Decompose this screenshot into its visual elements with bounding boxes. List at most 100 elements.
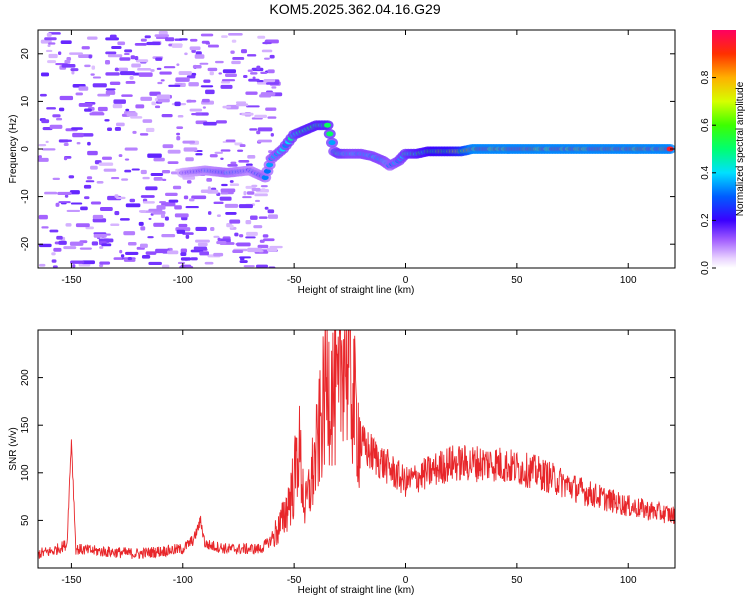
noise-blob xyxy=(48,42,56,45)
x-tick-label: 50 xyxy=(511,275,523,286)
noise-blob xyxy=(257,35,266,39)
noise-blob xyxy=(245,91,258,95)
noise-blob xyxy=(38,214,48,220)
noise-blob xyxy=(111,176,120,180)
noise-blob xyxy=(114,194,119,198)
noise-blob xyxy=(119,249,123,254)
noise-blob xyxy=(57,51,62,55)
y-tick-label: 100 xyxy=(20,464,31,481)
noise-blob xyxy=(178,223,188,228)
noise-blob xyxy=(200,85,214,88)
noise-blob xyxy=(39,93,47,97)
noise-blob xyxy=(232,56,245,60)
noise-blob xyxy=(229,219,241,224)
noise-blob xyxy=(199,62,209,65)
noise-blob xyxy=(153,222,165,227)
noise-blob xyxy=(87,150,98,156)
noise-blob xyxy=(245,219,252,225)
ridge-point xyxy=(328,140,336,146)
colorbar-tick-label: 0.2 xyxy=(700,213,711,227)
noise-blob xyxy=(64,59,71,64)
noise-blob xyxy=(171,43,183,48)
noise-blob xyxy=(207,211,212,215)
noise-blob xyxy=(153,157,165,162)
noise-blob xyxy=(135,59,149,63)
noise-blob xyxy=(114,211,120,216)
noise-blob xyxy=(137,68,152,71)
noise-blob xyxy=(117,41,126,46)
noise-blob xyxy=(113,257,124,260)
noise-blob xyxy=(168,84,181,87)
noise-blob xyxy=(160,79,165,82)
noise-blob xyxy=(105,90,116,95)
noise-blob xyxy=(266,247,278,252)
noise-blob xyxy=(62,139,72,142)
noise-blob xyxy=(126,112,138,117)
noise-blob xyxy=(214,151,223,154)
y-tick-label: -10 xyxy=(20,189,31,204)
noise-blob xyxy=(105,59,111,65)
noise-blob xyxy=(220,157,224,161)
noise-blob xyxy=(221,183,228,187)
noise-blob xyxy=(245,163,253,166)
noise-blob xyxy=(90,165,98,170)
noise-blob xyxy=(84,64,91,68)
noise-blob xyxy=(92,214,104,220)
snr-x-label: Height of straight line (km) xyxy=(298,585,415,596)
noise-blob xyxy=(118,67,129,72)
noise-blob xyxy=(72,264,76,268)
noise-blob xyxy=(120,71,135,76)
noise-blob xyxy=(90,201,102,205)
noise-blob xyxy=(225,139,236,142)
noise-blob xyxy=(49,124,63,129)
noise-blob xyxy=(195,239,210,243)
noise-blob xyxy=(105,72,120,76)
noise-blob xyxy=(83,184,92,189)
noise-blob xyxy=(246,191,255,195)
noise-blob xyxy=(105,88,116,91)
noise-blob xyxy=(229,183,240,187)
noise-blob xyxy=(269,245,283,249)
noise-blob xyxy=(69,190,80,195)
noise-blob xyxy=(79,247,92,250)
noise-blob xyxy=(261,49,273,53)
noise-blob xyxy=(140,169,147,175)
noise-blob xyxy=(153,176,163,181)
noise-blob xyxy=(176,136,181,141)
noise-blob xyxy=(130,116,143,119)
noise-blob xyxy=(119,218,130,221)
noise-blob xyxy=(197,242,208,247)
noise-blob xyxy=(213,235,220,238)
noise-blob xyxy=(260,92,276,96)
noise-blob xyxy=(140,38,147,42)
noise-blob xyxy=(39,263,46,267)
noise-blob xyxy=(157,81,163,85)
noise-blob xyxy=(186,99,197,103)
noise-blob xyxy=(96,180,104,184)
noise-blob xyxy=(188,198,195,202)
noise-blob xyxy=(266,82,280,85)
noise-blob xyxy=(142,176,150,180)
snr-frame xyxy=(37,329,676,569)
noise-blob xyxy=(271,86,277,89)
noise-blob xyxy=(207,67,218,72)
noise-blob xyxy=(262,234,269,238)
noise-blob xyxy=(162,178,167,182)
noise-blob xyxy=(155,57,163,61)
noise-blob xyxy=(123,53,130,56)
noise-blob xyxy=(47,60,57,64)
noise-blob xyxy=(186,75,196,79)
noise-blob xyxy=(157,98,170,103)
noise-blob xyxy=(267,116,277,119)
noise-blob xyxy=(99,246,104,249)
noise-blob xyxy=(145,251,157,255)
noise-blob xyxy=(180,248,188,253)
noise-blob xyxy=(129,198,136,203)
noise-blob xyxy=(88,54,93,59)
noise-blob xyxy=(138,210,147,213)
noise-blob xyxy=(242,196,252,199)
noise-blob xyxy=(263,79,276,83)
noise-blob xyxy=(178,38,188,41)
noise-blob xyxy=(180,252,187,257)
